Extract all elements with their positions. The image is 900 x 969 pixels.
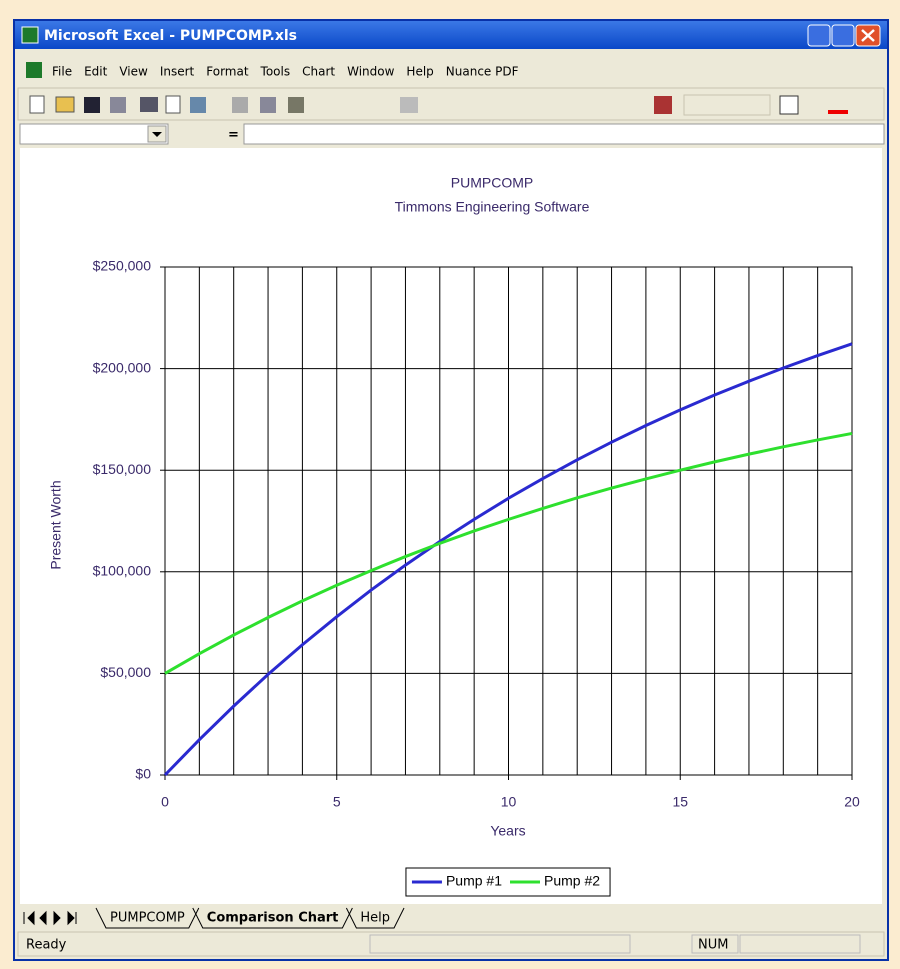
dropdown-arrow: [152, 132, 162, 137]
chart: PUMPCOMP Timmons Engineering Software Ye…: [48, 175, 860, 897]
formula-input[interactable]: [243, 123, 885, 145]
sheet-tab[interactable]: Help: [345, 907, 405, 929]
y-tick-label: $150,000: [93, 461, 152, 477]
legend-label: Pump #2: [544, 873, 600, 889]
series-line: [164, 431, 853, 675]
tool-copy[interactable]: [260, 97, 276, 113]
legend-label: Pump #1: [446, 873, 502, 889]
tool-help[interactable]: [779, 95, 799, 115]
formula-equals: =: [228, 128, 239, 143]
title-bar: [15, 21, 887, 49]
doc-icon: [26, 62, 42, 78]
y-tick-label: $50,000: [100, 664, 151, 680]
tool-font-color[interactable]: [828, 110, 848, 114]
legend: Pump #1 Pump #2: [405, 867, 611, 897]
menu-item[interactable]: File: [52, 65, 72, 79]
sheet-tab-label: Comparison Chart: [207, 911, 339, 926]
tool-chart-wizard[interactable]: [654, 96, 672, 114]
menu-item[interactable]: Insert: [160, 65, 195, 79]
tool-paste[interactable]: [288, 97, 304, 113]
app-icon: [21, 26, 39, 44]
menu-item[interactable]: Window: [347, 65, 395, 79]
sheet-tab[interactable]: Comparison Chart: [192, 907, 353, 929]
status-text: Ready: [26, 938, 67, 953]
x-tick-label: 0: [161, 794, 169, 810]
tab-outline: [95, 907, 200, 929]
menu-bar: File Edit View Insert Format Tools Chart Window…: [52, 65, 519, 79]
maximize-button[interactable]: [831, 24, 855, 47]
name-box[interactable]: [19, 123, 169, 145]
series-line: [163, 342, 853, 777]
x-axis-label: Years: [490, 823, 525, 839]
toolbar: [17, 87, 885, 121]
status-indicator: NUM: [698, 938, 728, 953]
menu-item[interactable]: Chart: [302, 65, 335, 79]
sheet-tab-label: PUMPCOMP: [110, 911, 185, 926]
y-tick-label: $0: [135, 766, 151, 782]
status-bar: [17, 931, 885, 957]
menu-item[interactable]: View: [119, 65, 148, 79]
tool-new[interactable]: [29, 95, 45, 114]
close-icon: [861, 29, 875, 42]
tool-print[interactable]: [140, 97, 158, 112]
tool-open[interactable]: [55, 96, 75, 113]
menu-item[interactable]: Nuance PDF: [446, 65, 519, 79]
x-tick-label: 20: [844, 794, 860, 810]
x-tick-label: 15: [672, 794, 688, 810]
tool-spell[interactable]: [190, 97, 206, 113]
chart-title: PUMPCOMP: [451, 175, 533, 191]
menu-item[interactable]: Tools: [260, 65, 291, 79]
x-tick-label: 5: [333, 794, 341, 810]
tool-save[interactable]: [84, 97, 100, 113]
sheet-tab-bar: [18, 906, 884, 930]
font-size-box[interactable]: [683, 94, 771, 116]
chart-subtitle: Timmons Engineering Software: [395, 199, 590, 215]
menu-item[interactable]: Format: [206, 65, 249, 79]
tab-outline: [192, 907, 353, 929]
menu-item[interactable]: Help: [406, 65, 433, 79]
tool-permission[interactable]: [110, 97, 126, 113]
tool-preview[interactable]: [165, 95, 181, 114]
y-tick-label: $250,000: [93, 258, 152, 274]
y-axis-label: Present Worth: [48, 480, 64, 569]
y-tick-label: $100,000: [93, 563, 152, 579]
status-panel: [739, 934, 861, 954]
menu-item[interactable]: Edit: [84, 65, 108, 79]
sheet-tab-label: Help: [360, 911, 390, 926]
tab-nav-arrows[interactable]: [23, 910, 77, 926]
tool-cut[interactable]: [232, 97, 248, 113]
status-panel: [691, 934, 739, 954]
window-title: Microsoft Excel - PUMPCOMP.xls: [44, 28, 297, 44]
sheet-tabs: PUMPCOMP Comparison Chart Help: [95, 907, 405, 929]
y-tick-label: $200,000: [93, 359, 152, 375]
tool-undo[interactable]: [400, 97, 418, 113]
tab-outline: [345, 907, 405, 929]
x-tick-label: 10: [501, 794, 517, 810]
sheet-tab[interactable]: PUMPCOMP: [95, 907, 200, 929]
minimize-button[interactable]: [807, 24, 831, 47]
status-panel: [369, 934, 631, 954]
